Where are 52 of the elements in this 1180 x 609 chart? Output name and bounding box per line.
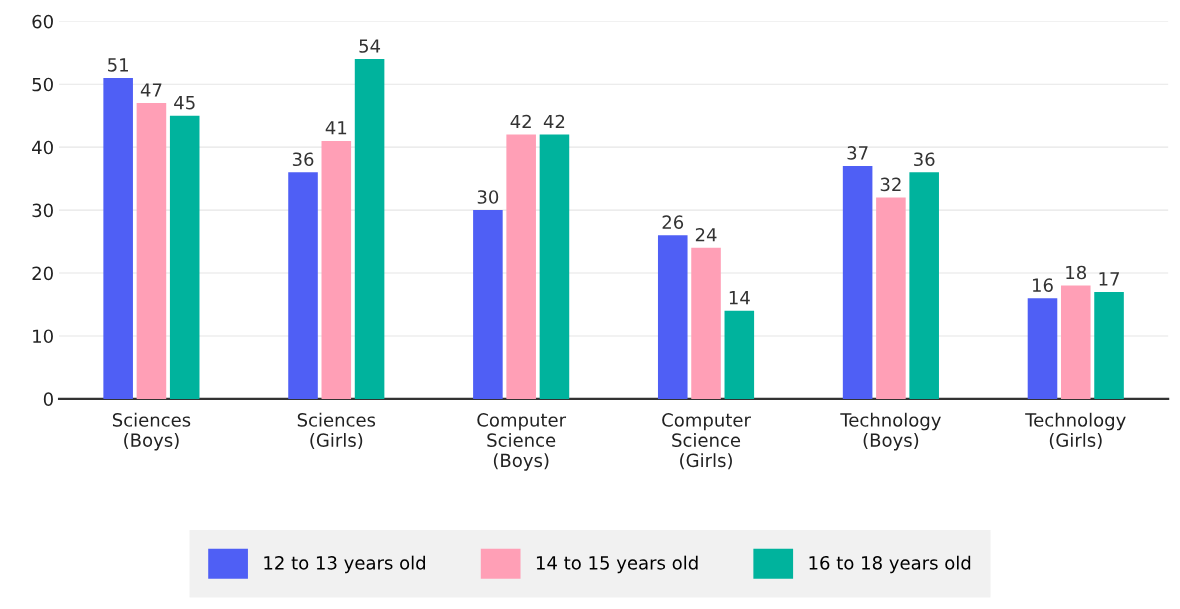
bar xyxy=(1027,298,1058,399)
data-label: 17 xyxy=(1099,272,1119,286)
bar xyxy=(136,103,167,399)
bar xyxy=(506,134,536,399)
data-label: 16 xyxy=(1032,278,1053,292)
data-label: 47 xyxy=(140,83,162,97)
bar xyxy=(657,235,688,399)
bar xyxy=(691,247,721,399)
x-tick-label: Computer Science (Girls) xyxy=(662,413,751,470)
data-label: 42 xyxy=(543,114,565,129)
y-tick-label: 30 xyxy=(32,203,53,218)
bar xyxy=(876,197,906,399)
bar xyxy=(1060,285,1091,399)
data-label: 41 xyxy=(325,121,347,135)
legend-label: 14 to 15 years old xyxy=(536,555,698,574)
bar xyxy=(321,140,352,399)
bar xyxy=(842,166,873,399)
bar xyxy=(354,59,385,399)
x-tick-label: Technology (Girls) xyxy=(1025,412,1126,450)
legend-label: 12 to 13 years old xyxy=(264,555,425,574)
data-label: 36 xyxy=(292,152,314,167)
y-tick-label: 50 xyxy=(32,77,53,92)
y-tick-label: 20 xyxy=(32,266,53,281)
data-label: 18 xyxy=(1066,265,1087,280)
bar xyxy=(909,172,939,399)
bar xyxy=(1094,291,1124,399)
bar xyxy=(288,172,318,399)
bar xyxy=(473,210,503,399)
y-tick-label: 40 xyxy=(32,140,53,155)
x-tick-label: Sciences (Boys) xyxy=(112,412,191,451)
y-tick-label: 60 xyxy=(32,14,53,29)
data-label: 32 xyxy=(880,177,901,192)
data-label: 36 xyxy=(914,152,935,167)
bar xyxy=(103,77,133,399)
data-label: 45 xyxy=(174,96,195,110)
bar xyxy=(539,134,570,399)
data-label: 26 xyxy=(662,215,684,229)
data-label: 51 xyxy=(108,58,128,72)
data-label: 37 xyxy=(847,146,868,160)
x-tick-label: Sciences (Girls) xyxy=(297,412,376,450)
data-label: 54 xyxy=(359,39,381,53)
x-tick-label: Technology (Boys) xyxy=(840,412,941,451)
legend-label: 16 to 18 years old xyxy=(809,555,971,574)
x-tick-label: Computer Science (Boys) xyxy=(477,413,567,471)
y-tick-label: 10 xyxy=(33,329,53,344)
data-label: 24 xyxy=(695,227,717,242)
data-label: 30 xyxy=(477,190,499,204)
data-label: 14 xyxy=(729,291,750,305)
bar xyxy=(724,310,755,399)
bar xyxy=(169,115,200,399)
y-tick-label: 0 xyxy=(43,392,53,407)
data-label: 42 xyxy=(510,114,531,129)
